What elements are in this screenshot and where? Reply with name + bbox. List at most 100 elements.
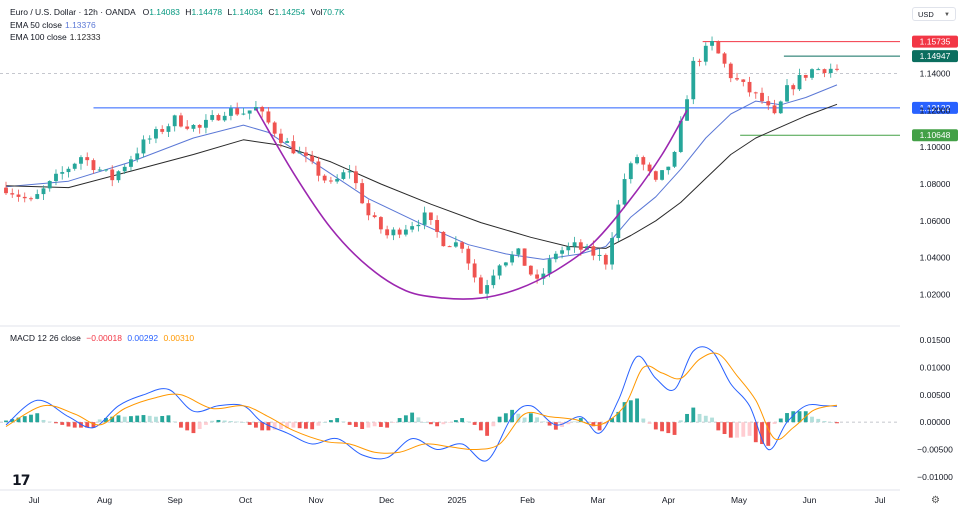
macd-histogram-bar[interactable] bbox=[29, 414, 33, 423]
macd-histogram-bar[interactable] bbox=[635, 398, 639, 423]
candle-body[interactable] bbox=[154, 129, 158, 139]
macd-histogram-bar[interactable] bbox=[653, 422, 658, 430]
level-tag-1[interactable] bbox=[912, 50, 958, 63]
candle-body[interactable] bbox=[122, 166, 127, 172]
candle-body[interactable] bbox=[35, 194, 40, 199]
macd-histogram-bar[interactable] bbox=[122, 416, 127, 423]
candle-body[interactable] bbox=[416, 224, 421, 227]
macd-histogram-bar[interactable] bbox=[347, 422, 352, 425]
macd-histogram-bar[interactable] bbox=[385, 422, 390, 428]
macd-histogram-bar[interactable] bbox=[235, 421, 240, 423]
macd-histogram-bar[interactable] bbox=[716, 422, 721, 431]
macd-histogram-bar[interactable] bbox=[766, 422, 771, 446]
candle-body[interactable] bbox=[360, 183, 365, 204]
macd-histogram-bar[interactable] bbox=[229, 421, 233, 423]
candle-body[interactable] bbox=[29, 198, 33, 200]
candle-body[interactable] bbox=[247, 110, 252, 114]
candle-body[interactable] bbox=[441, 231, 446, 247]
macd-histogram-bar[interactable] bbox=[760, 422, 764, 445]
candle-body[interactable] bbox=[816, 69, 821, 71]
candle-body[interactable] bbox=[635, 157, 639, 164]
candle-body[interactable] bbox=[566, 246, 571, 251]
candle-body[interactable] bbox=[478, 277, 483, 294]
macd-histogram-bar[interactable] bbox=[197, 422, 202, 429]
candle-body[interactable] bbox=[766, 101, 771, 106]
macd-histogram-bar[interactable] bbox=[135, 415, 140, 423]
macd-histogram-bar[interactable] bbox=[247, 422, 252, 425]
candle-body[interactable] bbox=[741, 79, 746, 82]
macd-histogram-bar[interactable] bbox=[610, 418, 614, 423]
macd-line[interactable] bbox=[5, 346, 838, 462]
candle-body[interactable] bbox=[510, 254, 515, 263]
candle-body[interactable] bbox=[172, 115, 177, 127]
candle-body[interactable] bbox=[54, 173, 58, 182]
macd-histogram-bar[interactable] bbox=[85, 422, 90, 428]
candle-body[interactable] bbox=[578, 242, 583, 250]
candle-body[interactable] bbox=[772, 105, 777, 114]
macd-histogram-bar[interactable] bbox=[541, 421, 546, 423]
candle-body[interactable] bbox=[835, 68, 839, 70]
macd-histogram-bar[interactable] bbox=[672, 422, 677, 435]
macd-histogram-bar[interactable] bbox=[185, 422, 190, 431]
candle-body[interactable] bbox=[378, 217, 383, 230]
ema100-legend[interactable]: EMA 100 close 1.12333 bbox=[10, 32, 100, 43]
macd-histogram-bar[interactable] bbox=[435, 422, 440, 427]
candle-body[interactable] bbox=[397, 229, 402, 235]
macd-histogram-bar[interactable] bbox=[204, 422, 208, 425]
candle-body[interactable] bbox=[628, 163, 633, 180]
candle-body[interactable] bbox=[272, 122, 277, 134]
candle-body[interactable] bbox=[603, 254, 608, 265]
candle-body[interactable] bbox=[41, 188, 46, 195]
candle-body[interactable] bbox=[491, 275, 496, 286]
macd-histogram-bar[interactable] bbox=[728, 422, 733, 438]
candle-body[interactable] bbox=[328, 180, 333, 182]
candle-body[interactable] bbox=[560, 250, 565, 254]
candle-body[interactable] bbox=[229, 108, 233, 116]
candle-body[interactable] bbox=[447, 246, 452, 248]
macd-histogram-bar[interactable] bbox=[722, 422, 727, 434]
candle-body[interactable] bbox=[91, 160, 96, 171]
candle-body[interactable] bbox=[291, 141, 296, 154]
macd-histogram-bar[interactable] bbox=[485, 422, 490, 436]
candle-body[interactable] bbox=[129, 159, 133, 167]
candle-body[interactable] bbox=[660, 170, 664, 180]
candle-body[interactable] bbox=[760, 92, 764, 102]
currency-dropdown[interactable]: USD ▼ bbox=[912, 7, 956, 21]
macd-histogram-bar[interactable] bbox=[616, 411, 621, 423]
macd-histogram-bar[interactable] bbox=[278, 422, 283, 429]
macd-histogram-bar[interactable] bbox=[191, 422, 196, 434]
cup-pattern-curve[interactable] bbox=[255, 108, 688, 300]
candle-body[interactable] bbox=[710, 41, 714, 46]
candle-body[interactable] bbox=[403, 229, 408, 235]
macd-histogram-bar[interactable] bbox=[660, 422, 664, 432]
candle-body[interactable] bbox=[235, 108, 240, 115]
candle-body[interactable] bbox=[97, 169, 102, 171]
candle-body[interactable] bbox=[303, 152, 308, 156]
candle-body[interactable] bbox=[385, 229, 390, 236]
macd-histogram-bar[interactable] bbox=[528, 413, 533, 423]
candle-body[interactable] bbox=[66, 168, 71, 173]
macd-histogram-bar[interactable] bbox=[666, 422, 671, 434]
candle-body[interactable] bbox=[691, 60, 696, 100]
candle-body[interactable] bbox=[728, 63, 733, 79]
candle-body[interactable] bbox=[160, 129, 165, 132]
candle-body[interactable] bbox=[722, 53, 727, 64]
macd-histogram-bar[interactable] bbox=[166, 415, 171, 423]
macd-histogram-bar[interactable] bbox=[403, 415, 408, 423]
macd-histogram-bar[interactable] bbox=[291, 422, 296, 428]
candle-body[interactable] bbox=[60, 172, 65, 174]
candle-body[interactable] bbox=[803, 74, 808, 78]
macd-histogram-bar[interactable] bbox=[810, 416, 814, 423]
macd-histogram-bar[interactable] bbox=[410, 412, 415, 423]
candle-body[interactable] bbox=[104, 169, 108, 171]
ema100-line[interactable] bbox=[5, 103, 838, 249]
candle-body[interactable] bbox=[535, 274, 540, 279]
candle-body[interactable] bbox=[666, 166, 671, 171]
macd-histogram-bar[interactable] bbox=[172, 421, 177, 423]
macd-histogram-bar[interactable] bbox=[366, 422, 371, 428]
candle-body[interactable] bbox=[522, 248, 527, 266]
macd-histogram-bar[interactable] bbox=[835, 422, 839, 424]
candle-body[interactable] bbox=[685, 99, 689, 121]
candle-body[interactable] bbox=[260, 106, 265, 112]
macd-histogram-bar[interactable] bbox=[10, 419, 15, 423]
